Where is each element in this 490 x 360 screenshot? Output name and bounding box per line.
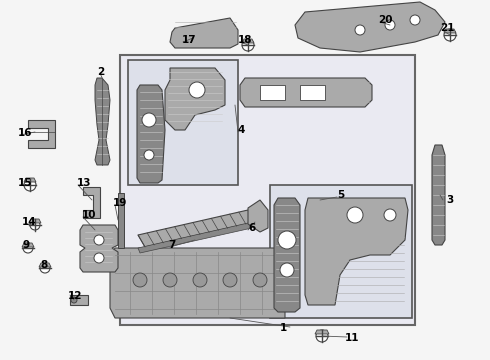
Text: 2: 2 bbox=[97, 67, 104, 77]
Bar bbox=[128, 60, 238, 185]
Polygon shape bbox=[248, 200, 268, 232]
Circle shape bbox=[242, 39, 254, 51]
Polygon shape bbox=[28, 120, 55, 148]
Polygon shape bbox=[83, 187, 100, 218]
Circle shape bbox=[94, 235, 104, 245]
Circle shape bbox=[355, 25, 365, 35]
Polygon shape bbox=[432, 145, 445, 245]
Circle shape bbox=[385, 20, 395, 30]
Text: 5: 5 bbox=[337, 190, 344, 200]
Text: 20: 20 bbox=[378, 15, 392, 25]
Circle shape bbox=[142, 113, 156, 127]
Text: 11: 11 bbox=[345, 333, 360, 343]
Polygon shape bbox=[22, 243, 34, 247]
Polygon shape bbox=[240, 78, 372, 107]
Circle shape bbox=[278, 231, 296, 249]
Polygon shape bbox=[137, 85, 165, 183]
Polygon shape bbox=[39, 263, 51, 267]
Text: 10: 10 bbox=[82, 210, 97, 220]
Text: 12: 12 bbox=[68, 291, 82, 301]
Circle shape bbox=[144, 150, 154, 160]
Circle shape bbox=[30, 220, 40, 230]
Polygon shape bbox=[444, 29, 456, 33]
Circle shape bbox=[71, 297, 77, 303]
Polygon shape bbox=[29, 219, 41, 223]
Polygon shape bbox=[242, 39, 254, 43]
Polygon shape bbox=[138, 210, 255, 247]
Polygon shape bbox=[24, 178, 36, 182]
Circle shape bbox=[223, 273, 237, 287]
Text: 9: 9 bbox=[22, 240, 29, 250]
Bar bbox=[118, 193, 124, 248]
Circle shape bbox=[384, 209, 396, 221]
Polygon shape bbox=[170, 18, 238, 48]
Text: 18: 18 bbox=[238, 35, 252, 45]
Text: 4: 4 bbox=[237, 125, 245, 135]
Circle shape bbox=[280, 263, 294, 277]
Text: 13: 13 bbox=[77, 178, 92, 188]
Circle shape bbox=[316, 330, 328, 342]
Circle shape bbox=[40, 263, 50, 273]
Text: 6: 6 bbox=[248, 223, 255, 233]
Polygon shape bbox=[95, 78, 110, 165]
Circle shape bbox=[189, 82, 205, 98]
Text: 16: 16 bbox=[18, 128, 32, 138]
Circle shape bbox=[24, 179, 36, 191]
Circle shape bbox=[23, 243, 33, 253]
Polygon shape bbox=[274, 198, 300, 312]
Polygon shape bbox=[138, 223, 252, 253]
Polygon shape bbox=[305, 198, 408, 305]
Text: 7: 7 bbox=[168, 240, 175, 250]
Polygon shape bbox=[295, 2, 445, 52]
Bar bbox=[70, 295, 88, 305]
Bar bbox=[260, 85, 285, 100]
Circle shape bbox=[347, 207, 363, 223]
Circle shape bbox=[193, 273, 207, 287]
Text: 14: 14 bbox=[22, 217, 37, 227]
Circle shape bbox=[253, 273, 267, 287]
Bar bbox=[270, 185, 412, 318]
Polygon shape bbox=[315, 330, 329, 334]
Text: 3: 3 bbox=[446, 195, 453, 205]
Polygon shape bbox=[110, 248, 285, 318]
Circle shape bbox=[444, 29, 456, 41]
Circle shape bbox=[133, 273, 147, 287]
Circle shape bbox=[94, 253, 104, 263]
Circle shape bbox=[163, 273, 177, 287]
Polygon shape bbox=[80, 225, 118, 272]
Circle shape bbox=[410, 15, 420, 25]
Text: 17: 17 bbox=[182, 35, 196, 45]
Text: 21: 21 bbox=[440, 23, 455, 33]
Text: 15: 15 bbox=[18, 178, 32, 188]
Text: 19: 19 bbox=[113, 198, 127, 208]
Bar bbox=[120, 55, 415, 325]
Bar bbox=[300, 85, 325, 100]
Polygon shape bbox=[165, 68, 225, 130]
Text: 1: 1 bbox=[280, 323, 287, 333]
Text: 8: 8 bbox=[40, 260, 47, 270]
